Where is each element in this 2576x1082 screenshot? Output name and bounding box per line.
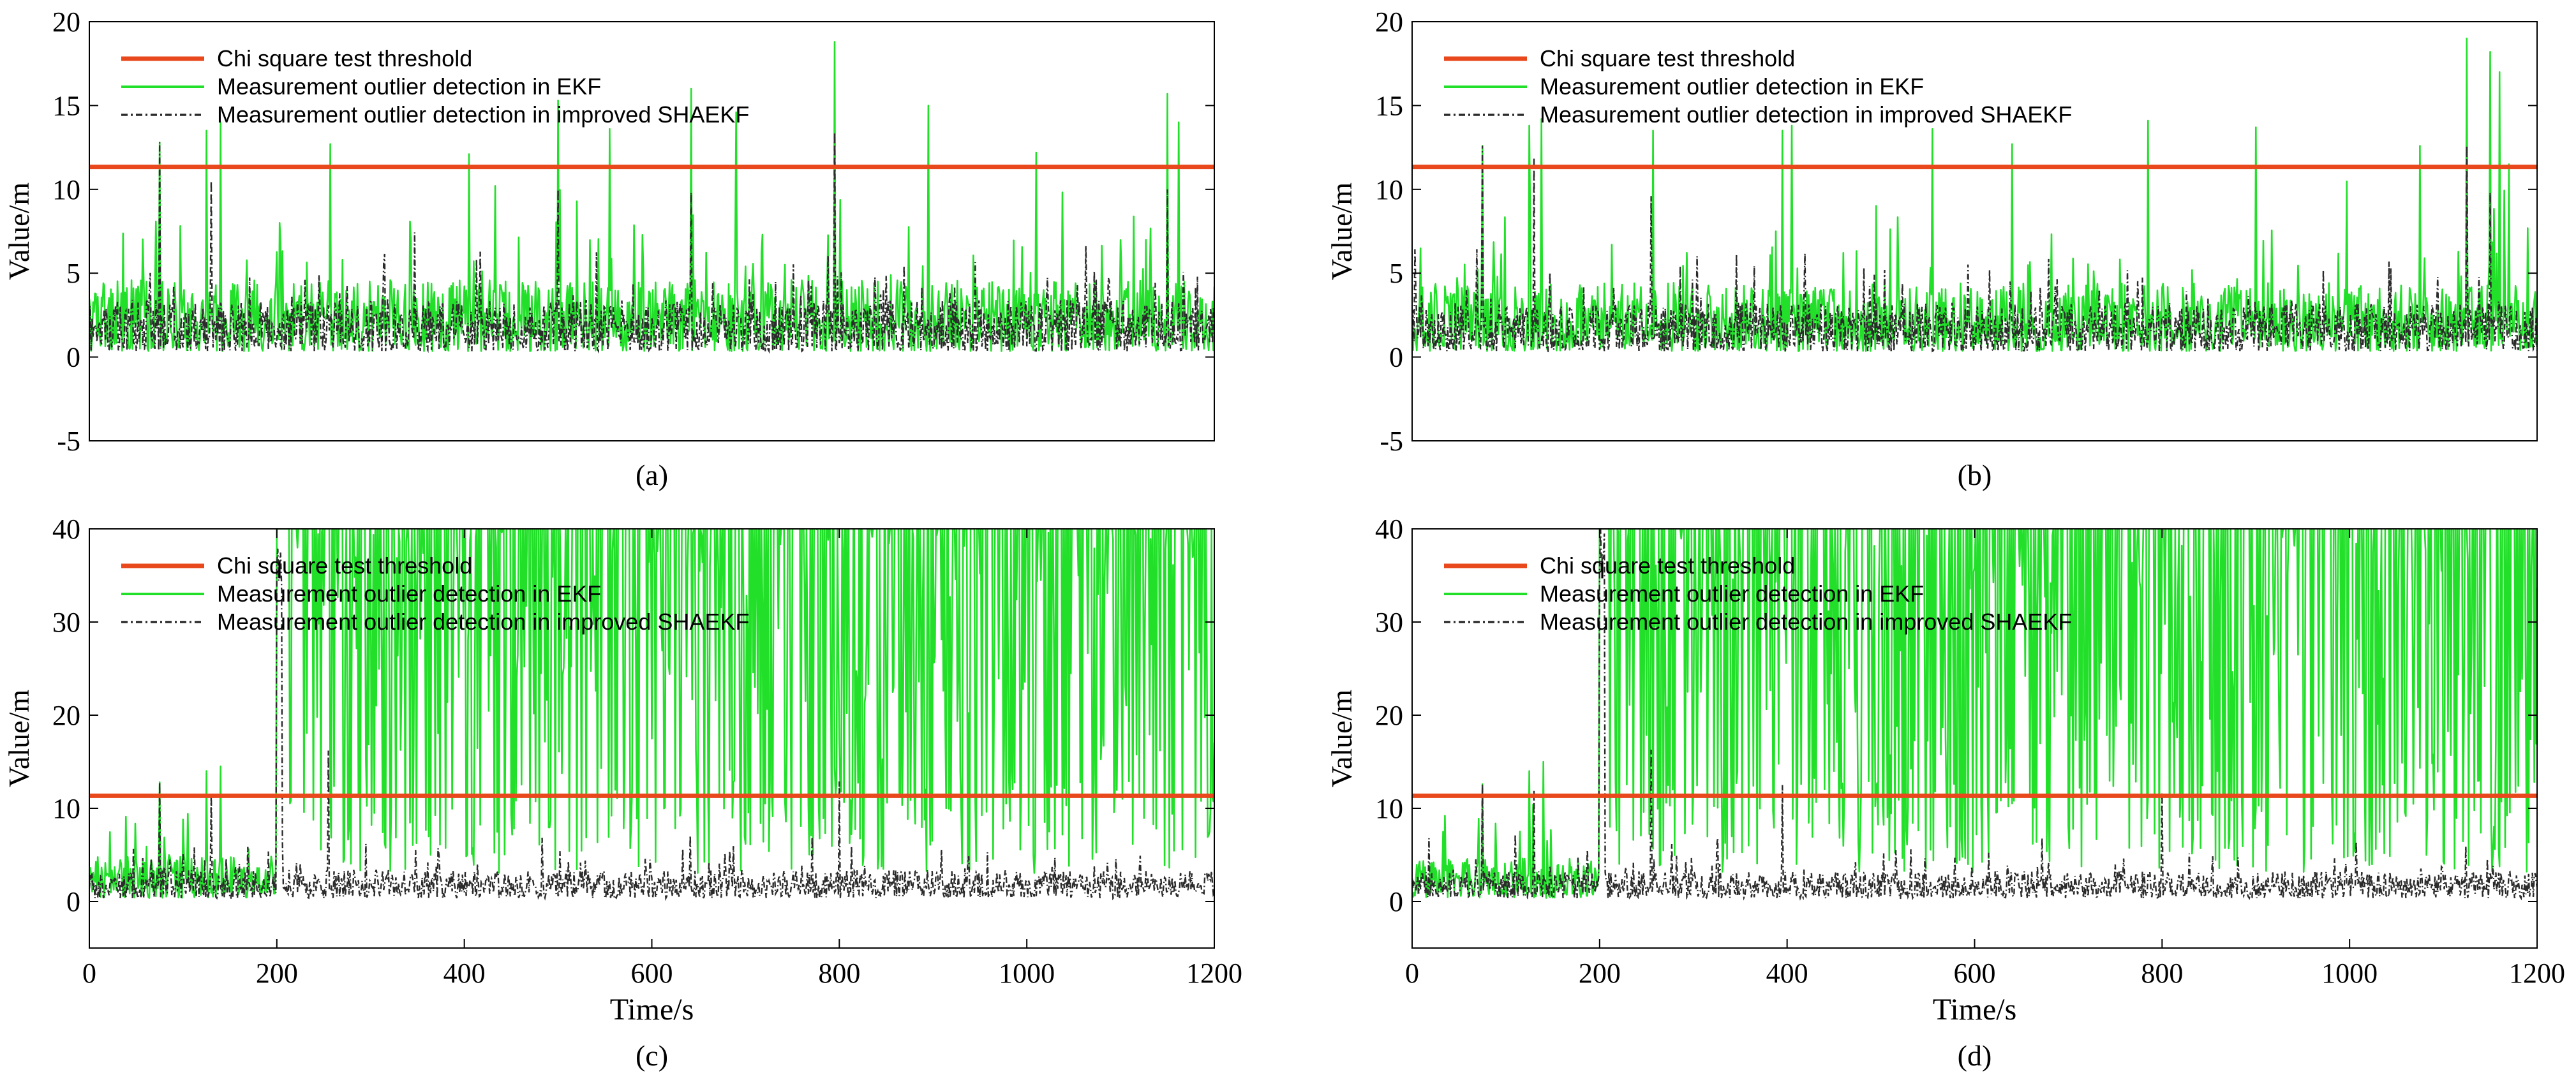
x-tick-label: 1200 bbox=[1186, 958, 1242, 989]
legend-threshold-label: Chi square test threshold bbox=[1540, 552, 1795, 579]
axes-box bbox=[89, 21, 1215, 441]
plot-area bbox=[1412, 38, 2537, 354]
y-tick-label: 30 bbox=[52, 607, 80, 638]
y-tick-label: 40 bbox=[52, 514, 80, 545]
x-axis-label: Time/s bbox=[1933, 993, 2017, 1026]
axes-box bbox=[1411, 21, 2538, 441]
y-tick-label: 0 bbox=[1389, 342, 1403, 373]
y-tick-label: 40 bbox=[1375, 514, 1403, 545]
y-tick-label: 10 bbox=[52, 174, 80, 205]
y-tick-label: 20 bbox=[1375, 6, 1403, 38]
y-tick-label: 15 bbox=[1375, 90, 1403, 121]
plot-area bbox=[89, 529, 1214, 901]
y-tick-label: 5 bbox=[1389, 258, 1403, 289]
legend-ekf-label: Measurement outlier detection in EKF bbox=[1540, 581, 1924, 607]
legend-ekf-label: Measurement outlier detection in EKF bbox=[217, 581, 601, 607]
x-tick-label: 0 bbox=[82, 958, 96, 989]
y-tick-label: 15 bbox=[52, 90, 80, 121]
ekf-series-line bbox=[1412, 529, 2537, 899]
legend-threshold-label: Chi square test threshold bbox=[217, 552, 472, 579]
y-axis-label: Value/m bbox=[3, 182, 35, 281]
y-tick-label: 20 bbox=[52, 6, 80, 38]
y-tick-label: 10 bbox=[1375, 174, 1403, 205]
x-axis-label: Time/s bbox=[610, 993, 694, 1026]
y-tick-label: -5 bbox=[57, 426, 80, 457]
panel-caption: (a) bbox=[636, 459, 668, 491]
plot-area bbox=[89, 41, 1214, 354]
y-tick-label: 10 bbox=[1375, 793, 1403, 824]
x-tick-label: 600 bbox=[631, 958, 673, 989]
legend-shaekf-label: Measurement outlier detection in improve… bbox=[217, 101, 749, 128]
y-tick-label: 5 bbox=[66, 258, 80, 289]
ekf-series-line bbox=[89, 529, 1214, 899]
shaekf-series-line bbox=[1412, 145, 2537, 354]
x-tick-label: 600 bbox=[1954, 958, 1996, 989]
legend-ekf-label: Measurement outlier detection in EKF bbox=[1540, 73, 1924, 100]
panel-caption: (c) bbox=[636, 1039, 668, 1072]
y-tick-label: -5 bbox=[1380, 426, 1403, 457]
legend-shaekf-label: Measurement outlier detection in improve… bbox=[1540, 101, 2072, 128]
x-tick-label: 800 bbox=[818, 958, 860, 989]
legend-shaekf-label: Measurement outlier detection in improve… bbox=[217, 609, 749, 635]
x-tick-label: 400 bbox=[1766, 958, 1808, 989]
x-tick-label: 1000 bbox=[999, 958, 1055, 989]
x-tick-label: 200 bbox=[1579, 958, 1621, 989]
legend-threshold-label: Chi square test threshold bbox=[1540, 45, 1795, 71]
x-tick-label: 400 bbox=[443, 958, 486, 989]
legend-shaekf-label: Measurement outlier detection in improve… bbox=[1540, 609, 2072, 635]
ekf-series-line bbox=[1412, 38, 2537, 352]
panel-caption: (d) bbox=[1958, 1039, 1992, 1072]
y-axis-label: Value/m bbox=[3, 690, 35, 788]
x-tick-label: 200 bbox=[256, 958, 298, 989]
y-tick-label: 0 bbox=[1389, 886, 1403, 917]
panel-caption: (b) bbox=[1958, 459, 1992, 491]
y-axis-label: Value/m bbox=[1325, 690, 1358, 788]
panel-b: -5 0 5 10 15 20 Value/m (b) Chi square test thre… bbox=[1325, 6, 2538, 491]
y-tick-label: 10 bbox=[52, 793, 80, 824]
y-axis-label: Value/m bbox=[1325, 182, 1358, 281]
y-tick-label: 20 bbox=[1375, 700, 1403, 731]
y-tick-label: 0 bbox=[66, 342, 80, 373]
x-tick-label: 0 bbox=[1405, 958, 1419, 989]
legend-threshold-label: Chi square test threshold bbox=[217, 45, 472, 71]
y-tick-label: 30 bbox=[1375, 607, 1403, 638]
y-tick-label: 20 bbox=[52, 700, 80, 731]
plot-area bbox=[1412, 529, 2537, 901]
shaekf-series-line bbox=[89, 132, 1214, 354]
x-tick-label: 1200 bbox=[2509, 958, 2565, 989]
shaekf-series-line bbox=[89, 548, 1214, 901]
x-tick-label: 1000 bbox=[2321, 958, 2378, 989]
y-tick-label: 0 bbox=[66, 886, 80, 917]
x-tick-label: 800 bbox=[2141, 958, 2183, 989]
legend-ekf-label: Measurement outlier detection in EKF bbox=[217, 73, 601, 100]
panel-a: -5 0 5 10 15 20 Value/m (a) Chi square test thre… bbox=[3, 6, 1215, 491]
